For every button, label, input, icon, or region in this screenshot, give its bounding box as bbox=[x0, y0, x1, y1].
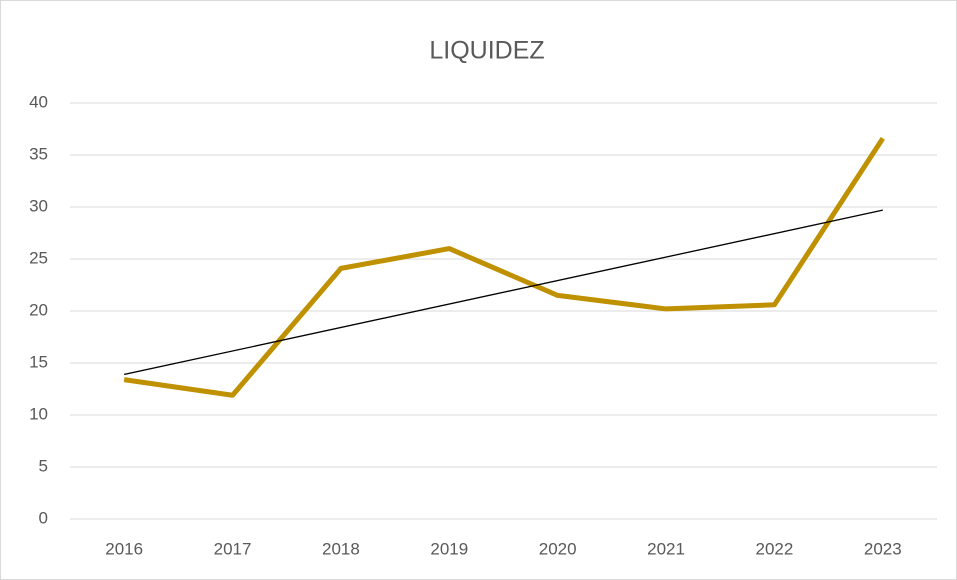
x-tick-label: 2022 bbox=[756, 539, 794, 558]
y-tick-label: 10 bbox=[29, 404, 48, 423]
x-tick-label: 2018 bbox=[322, 539, 360, 558]
x-tick-label: 2019 bbox=[430, 539, 468, 558]
x-tick-label: 2020 bbox=[539, 539, 577, 558]
trend-line bbox=[124, 209, 883, 376]
data-line bbox=[123, 136, 885, 398]
y-tick-label: 40 bbox=[29, 92, 48, 111]
y-tick-label: 15 bbox=[29, 352, 48, 371]
y-tick-label: 25 bbox=[29, 248, 48, 267]
chart-title: LIQUIDEZ bbox=[429, 37, 544, 65]
x-tick-label: 2021 bbox=[647, 539, 685, 558]
y-tick-label: 0 bbox=[39, 508, 48, 527]
x-tick-label: 2023 bbox=[864, 539, 902, 558]
y-tick-label: 20 bbox=[29, 300, 48, 319]
x-tick-label: 2017 bbox=[214, 539, 252, 558]
y-tick-label: 35 bbox=[29, 144, 48, 163]
x-tick-label: 2016 bbox=[105, 539, 143, 558]
y-tick-label: 5 bbox=[39, 456, 48, 475]
y-tick-label: 30 bbox=[29, 196, 48, 215]
